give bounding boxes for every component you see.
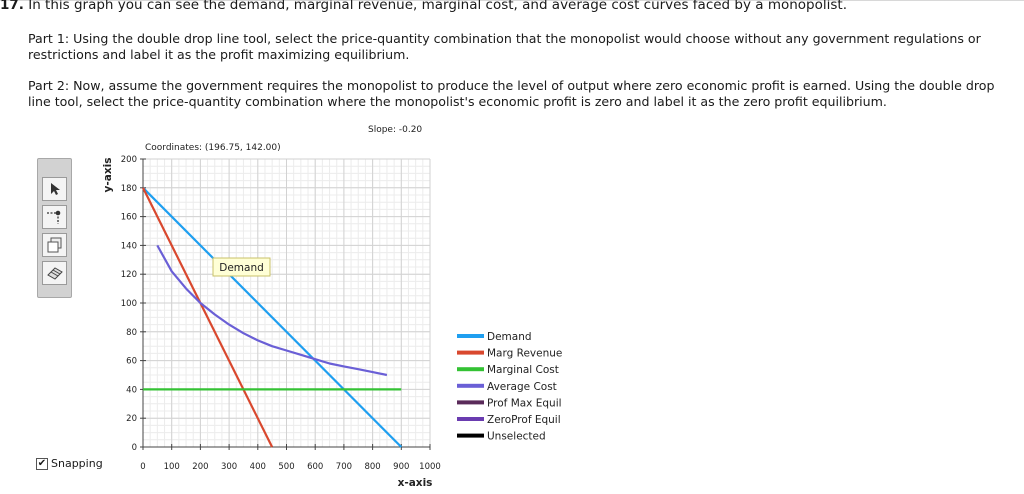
curves <box>142 187 403 448</box>
double-drop-line-tool-button[interactable] <box>42 205 67 229</box>
hover-label-box: Demand <box>212 257 271 277</box>
coordinates-readout: Coordinates: (196.75, 142.00) <box>145 143 281 153</box>
y-tick-label: 0 <box>132 443 137 453</box>
legend-label-average-cost[interactable]: Average Cost <box>487 381 557 393</box>
slope-readout: Slope: -0.20 <box>368 125 422 135</box>
tool-palette <box>37 158 72 298</box>
y-tick-label: 100 <box>121 299 137 309</box>
y-tick-label: 140 <box>121 241 137 251</box>
y-tick-labels: 0 20 40 60 80 100 120 140 160 180 200 <box>121 155 137 453</box>
legend-swatch-unselected[interactable] <box>457 433 484 438</box>
legend-label-prof-max-equil[interactable]: Prof Max Equil <box>487 397 562 409</box>
demand-curve[interactable] <box>142 187 403 448</box>
question-text: In this graph you can see the demand, ma… <box>28 0 848 13</box>
snapping-toggle[interactable]: ✔ Snapping <box>36 457 103 470</box>
grid-lines <box>142 158 431 448</box>
legend-swatch-average-cost[interactable] <box>457 383 484 388</box>
top-divider <box>0 0 1024 1</box>
drop-line-icon <box>46 210 60 224</box>
y-tick-label: 60 <box>126 357 137 367</box>
legend-swatch-demand[interactable] <box>457 334 484 338</box>
x-tick-label: 700 <box>336 462 352 472</box>
marg-revenue-curve[interactable] <box>142 187 274 448</box>
legend-swatch-marginal-cost[interactable] <box>457 367 484 372</box>
x-tick-label: 0 <box>140 462 145 472</box>
part1-instructions: Part 1: Using the double drop line tool,… <box>28 31 981 62</box>
y-tick-label: 180 <box>121 184 137 194</box>
part2-instructions: Part 2: Now, assume the government requi… <box>28 78 995 109</box>
question-header: 17. In this graph you can see the demand… <box>0 0 847 13</box>
y-tick-label: 200 <box>121 155 137 165</box>
y-tick-label: 120 <box>121 270 137 280</box>
snapping-checkbox[interactable]: ✔ <box>36 457 48 470</box>
x-tick-label: 600 <box>307 462 323 472</box>
y-tick-label: 20 <box>126 414 137 424</box>
x-tick-label: 800 <box>364 462 380 472</box>
eraser-icon <box>46 267 63 280</box>
legend-label-zeroprof-equil[interactable]: ZeroProf Equil <box>487 414 561 426</box>
legend-label-marginal-cost[interactable]: Marginal Cost <box>487 364 559 376</box>
legend-swatch-prof-max-equil[interactable] <box>457 400 484 405</box>
eraser-tool-button[interactable] <box>42 261 67 285</box>
x-tick-labels: 0 100 200 300 400 500 600 700 800 900 1000 <box>140 462 441 472</box>
x-tick-label: 200 <box>192 462 208 472</box>
y-tick-label: 80 <box>126 328 137 338</box>
hover-label-text: Demand <box>219 262 264 274</box>
y-tick-label: 40 <box>126 385 137 395</box>
x-tick-label: 300 <box>221 462 237 472</box>
legend-label-marg-revenue[interactable]: Marg Revenue <box>487 348 562 360</box>
legend-swatch-marg-revenue[interactable] <box>457 350 484 355</box>
legend-swatch-zeroprof-equil[interactable] <box>457 417 484 421</box>
legend-label-unselected[interactable]: Unselected <box>487 431 546 443</box>
y-axis-title: y-axis <box>102 158 114 193</box>
average-cost-curve[interactable] <box>156 244 388 377</box>
legend-label-demand[interactable]: Demand <box>487 331 532 343</box>
question-number: 17. <box>0 0 24 13</box>
arrow-pointer-icon <box>50 183 60 195</box>
x-tick-label: 500 <box>278 462 294 472</box>
x-axis-title: x-axis <box>398 477 433 489</box>
x-tick-label: 900 <box>393 462 409 472</box>
x-tick-label: 400 <box>250 462 266 472</box>
x-tick-label: 100 <box>164 462 180 472</box>
snapping-label: Snapping <box>51 457 103 470</box>
y-tick-label: 160 <box>121 213 137 223</box>
legend: Demand Marg Revenue Marginal Cost Average C… <box>457 331 562 443</box>
pointer-tool-button[interactable] <box>42 177 67 201</box>
copy-tool-button[interactable] <box>42 233 67 257</box>
x-tick-label: 1000 <box>419 462 441 472</box>
copy-icon <box>47 237 61 253</box>
